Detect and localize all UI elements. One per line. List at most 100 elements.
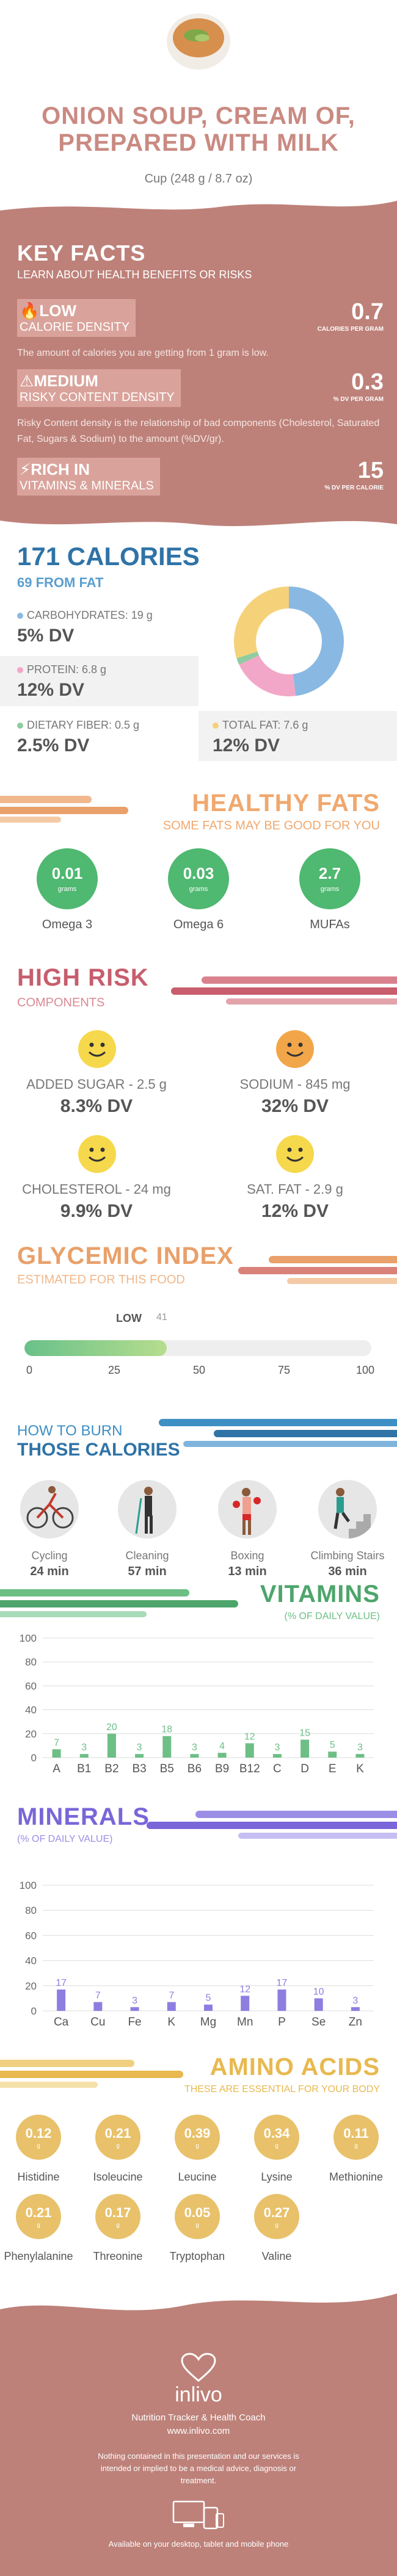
fact-description: The amount of calories you are getting f… <box>17 348 269 358</box>
amino-acid-item: 0.21 g Phenylalanine <box>0 2194 84 2263</box>
amino-acid-name: Tryptophan <box>169 2250 225 2262</box>
amino-acid-badge: 0.39 g <box>175 2115 220 2160</box>
burn-calories-section: HOW TO BURN THOSE CALORIES Cycling 24 mi… <box>0 1401 397 1581</box>
activity-name: Cleaning <box>125 1550 169 1562</box>
glycemic-title: GLYCEMIC INDEX <box>17 1243 234 1269</box>
bar <box>135 1754 144 1758</box>
y-tick-label: 0 <box>31 2005 37 2017</box>
healthy-fats-title: HEALTHY FATS <box>192 790 380 817</box>
brand-url[interactable]: www.inlivo.com <box>167 2426 230 2436</box>
gi-tick: 75 <box>277 1364 291 1376</box>
bar-value-label: 12 <box>244 1731 255 1742</box>
amino-acid-name: Isoleucine <box>93 2171 143 2183</box>
glycemic-subtitle: ESTIMATED FOR THIS FOOD <box>17 1273 185 1286</box>
brand-tagline: Nutrition Tracker & Health Coach <box>131 2412 266 2423</box>
bar-value-label: 3 <box>81 1742 87 1753</box>
fact-level: LOW <box>39 301 77 320</box>
decorative-stripes <box>238 1256 397 1284</box>
bar-value-label: 5 <box>206 1993 211 2004</box>
amino-acid-unit: g <box>354 2143 358 2149</box>
bar <box>328 1752 337 1758</box>
bar-value-label: 3 <box>192 1742 197 1753</box>
gi-tick: 50 <box>192 1364 206 1376</box>
bar <box>107 1733 116 1758</box>
fact-level: MEDIUM <box>34 372 98 390</box>
amino-acid-name: Phenylalanine <box>4 2250 73 2262</box>
smiley-icon <box>78 1135 116 1173</box>
category-label: Zn <box>349 2016 362 2029</box>
burn-title-1: HOW TO BURN <box>17 1423 123 1439</box>
amino-acids-section: AMINO ACIDS THESE ARE ESSENTIAL FOR YOUR… <box>0 2041 397 2286</box>
bar <box>217 1753 227 1758</box>
macro-dietary-fiber: DIETARY FIBER: 0.5 g 2.5% DV <box>17 719 140 756</box>
amino-acid-name: Lysine <box>261 2171 293 2183</box>
fact-level: RICH IN <box>31 460 90 478</box>
decorative-stripes <box>147 1811 397 1839</box>
cycling-icon <box>20 1480 79 1539</box>
activity-name: Climbing Stairs <box>310 1550 385 1562</box>
fact-value: 15 <box>357 458 384 483</box>
amino-subtitle: THESE ARE ESSENTIAL FOR YOUR BODY <box>184 2084 380 2094</box>
category-label: C <box>273 1762 282 1775</box>
category-label: K <box>356 1762 364 1775</box>
disclaimer: Nothing contained in this presentation a… <box>98 2452 299 2485</box>
bar <box>57 1989 66 2011</box>
gi-tick: 25 <box>107 1364 121 1376</box>
amino-title: AMINO ACIDS <box>209 2054 380 2080</box>
calories-from-fat: 69 FROM FAT <box>17 575 104 590</box>
fact-name: CALORIE DENSITY <box>20 320 130 334</box>
bar-value-label: 12 <box>239 1984 250 1994</box>
bar <box>355 1754 365 1758</box>
gi-bar <box>24 1340 371 1356</box>
mufas-label: MUFAs <box>310 918 350 931</box>
high-risk-section: HIGH RISK COMPONENTS ADDED SUGAR - 2.5 g… <box>0 964 397 1239</box>
warning-icon: ⚠ <box>20 372 34 390</box>
minerals-subtitle: (% OF DAILY VALUE) <box>17 1834 113 1844</box>
amino-acid-badge: 0.11 g <box>333 2115 379 2160</box>
bar-value-label: 10 <box>313 1986 324 1997</box>
soup-bowl-icon <box>167 13 230 70</box>
category-label: A <box>53 1762 60 1775</box>
activity-cycling: Cycling 24 min <box>4 1480 95 1579</box>
minerals-title: MINERALS <box>17 1803 150 1830</box>
amino-acid-value: 0.21 <box>25 2205 52 2220</box>
amino-acid-name: Valine <box>261 2250 292 2262</box>
activity-climbing-stairs: Climbing Stairs 36 min <box>302 1480 393 1579</box>
smiley-icon <box>276 1135 314 1173</box>
category-label: B12 <box>239 1762 260 1775</box>
vitamins-title: VITAMINS <box>260 1581 380 1607</box>
boxing-icon <box>218 1480 277 1539</box>
bar <box>162 1736 172 1758</box>
amino-acid-item: 0.05 g Tryptophan <box>151 2194 243 2263</box>
activity-name: Boxing <box>230 1550 264 1562</box>
vitamins-subtitle: (% OF DAILY VALUE) <box>284 1611 380 1622</box>
amino-acid-name: Histidine <box>17 2171 60 2183</box>
mufas-value: 2.7 grams <box>299 848 360 909</box>
category-label: Fe <box>128 2016 141 2029</box>
wave-divider <box>0 2285 397 2311</box>
amino-acid-name: Leucine <box>178 2171 217 2183</box>
footer: inlivo Nutrition Tracker & Health Coach … <box>0 2285 397 2576</box>
flame-icon: 🔥 <box>20 301 40 320</box>
amino-acid-name: Methionine <box>329 2171 384 2183</box>
bar <box>204 2004 213 2011</box>
lightning-icon: ⚡ <box>20 460 31 478</box>
fact-value: 0.3 <box>351 369 384 395</box>
category-label: B6 <box>188 1762 202 1775</box>
bar <box>314 1998 323 2011</box>
category-label: Ca <box>54 2016 69 2029</box>
bar-value-label: 4 <box>219 1741 225 1752</box>
category-label: Mn <box>237 2016 253 2029</box>
fact-description: Risky Content density is the relationshi… <box>17 418 380 444</box>
heart-logo-icon <box>181 2353 216 2382</box>
availability-text: Available on your desktop, tablet and mo… <box>108 2539 289 2549</box>
fact-unit: CALORIES PER GRAM <box>317 326 384 333</box>
donut-slice <box>234 586 344 696</box>
category-label: B5 <box>160 1762 174 1775</box>
fact-vitamins-minerals: ⚡RICH IN VITAMINS & MINERALS 15 % DV PER … <box>17 458 384 496</box>
macro-carbohydrates: CARBOHYDRATES: 19 g 5% DV <box>17 609 153 646</box>
minerals-bar-chart: 0 20 40 60 80 100 17 Ca 7 Cu 3 Fe 7 K 5 Mg 12 Mn 17 P 10 Se 3 Z… <box>20 1880 374 2029</box>
category-label: Se <box>311 2016 326 2029</box>
fact-unit: % DV PER GRAM <box>333 396 384 403</box>
omega6-value: 0.03 grams <box>168 848 229 909</box>
